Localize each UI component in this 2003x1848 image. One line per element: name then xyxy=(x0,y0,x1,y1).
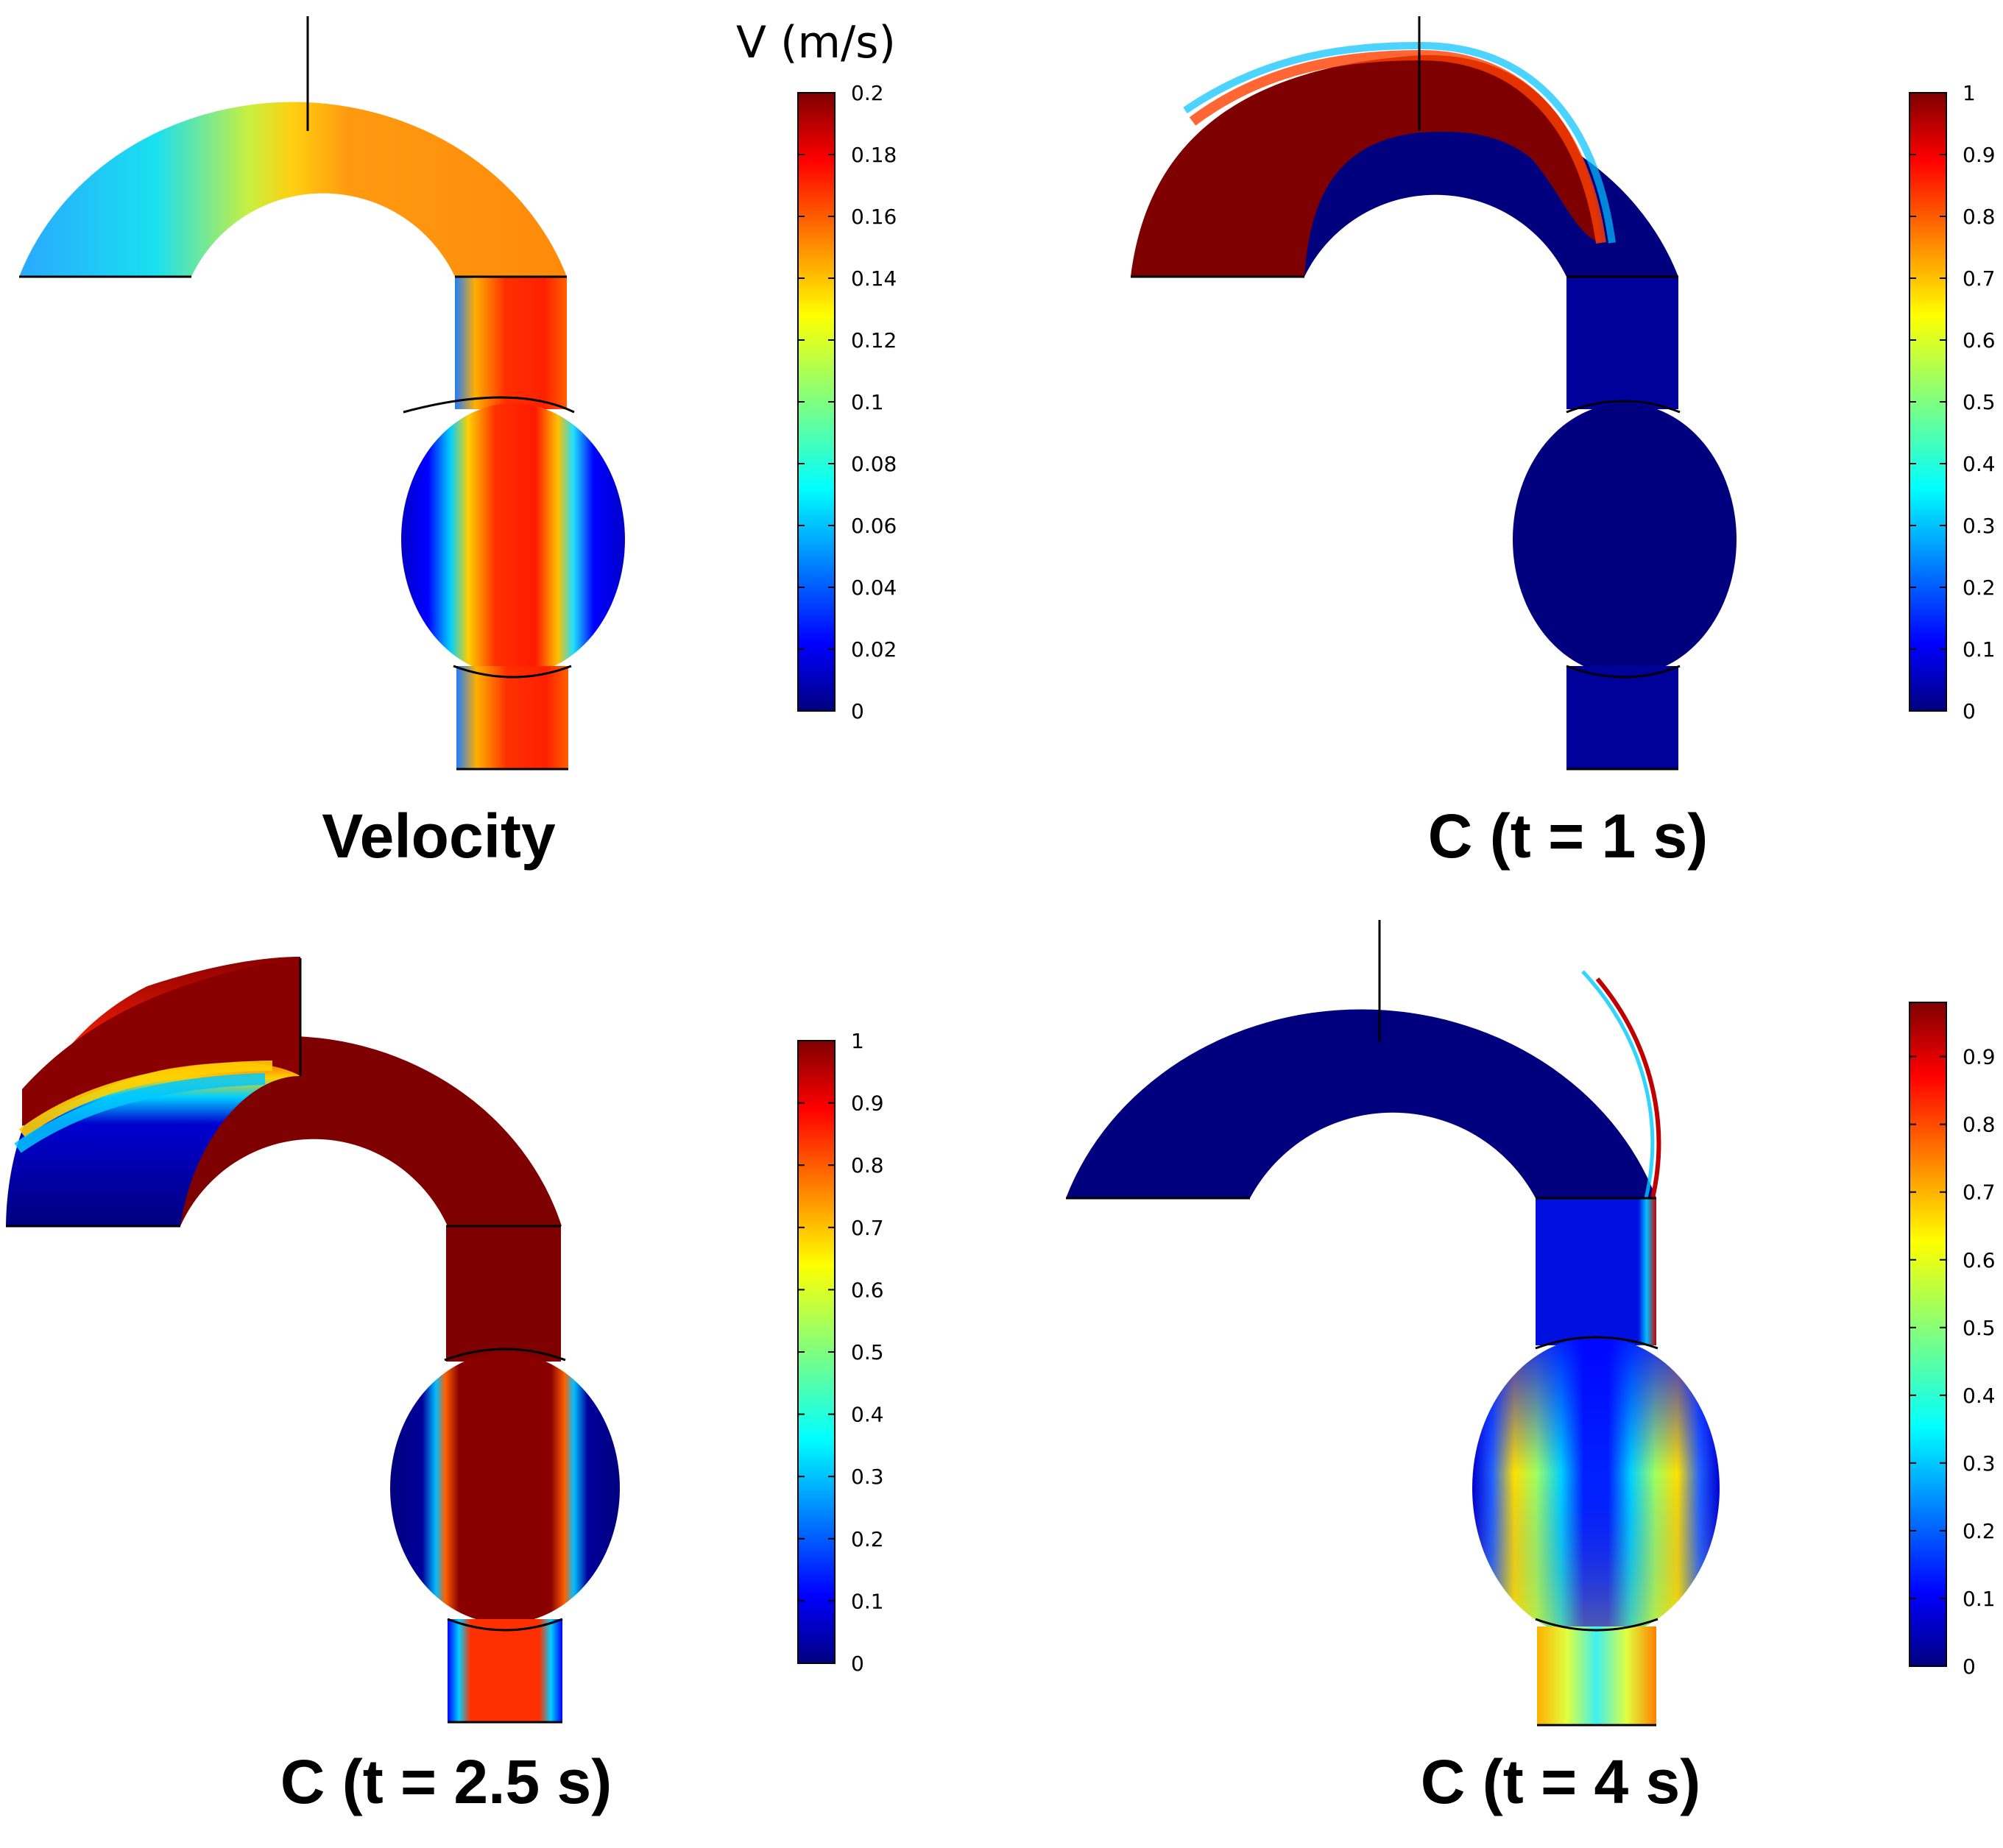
colorbar-tick-label-c1: 0.3 xyxy=(1963,514,1996,538)
colorbar-tick-label-c4: 0.1 xyxy=(1963,1587,1996,1611)
colorbar-tick-label-c25: 0.3 xyxy=(851,1465,884,1489)
colorbar-tick-label-c4: 0.3 xyxy=(1963,1451,1996,1476)
colorbar-tick-label-c1: 0.4 xyxy=(1963,452,1996,476)
colorbar-tick-label-c1: 0 xyxy=(1963,699,1976,723)
colorbar-tick-label-c4: 0.4 xyxy=(1963,1384,1996,1408)
colorbar-tick-label-c25: 0.1 xyxy=(851,1589,884,1613)
colorbar-tick-label-velocity: 0.1 xyxy=(851,390,884,414)
c25-neck xyxy=(448,1619,562,1722)
colorbar-c25: 1 0.9 0.8 0.7 0.6 0.5 0.4 0.3 0.2 0.1 0 xyxy=(797,1029,884,1676)
colorbar-tick-label-c25: 0.9 xyxy=(851,1091,884,1116)
caption-c4: C (t = 4 s) xyxy=(1421,1747,1700,1816)
colorbar-tick-label-velocity: 0.14 xyxy=(851,266,897,291)
colorbar-tick-label-velocity: 0.18 xyxy=(851,143,897,167)
colorbar-tick-label-c25: 0 xyxy=(851,1651,864,1676)
c1-tube xyxy=(1566,277,1678,409)
colorbar-tick-label-c1: 0.2 xyxy=(1963,576,1996,600)
c1-neck xyxy=(1566,666,1678,769)
panel-c25 xyxy=(6,957,620,1724)
colorbar-tick-label-c25: 0.6 xyxy=(851,1278,884,1302)
colorbar-tick-label-c1: 0.5 xyxy=(1963,390,1996,414)
panel-velocity xyxy=(19,16,625,771)
colorbar-tick-label-velocity: 0.04 xyxy=(851,576,897,600)
velocity-arch xyxy=(19,102,567,277)
colorbar-tick-label-velocity: 0.2 xyxy=(851,81,884,105)
colorbar-tick-label-c1: 1 xyxy=(1963,81,1976,105)
caption-velocity: Velocity xyxy=(322,801,556,871)
colorbar-tick-label-c4: 0.2 xyxy=(1963,1519,1996,1543)
c4-bulge-shade xyxy=(1472,1337,1720,1639)
colorbar-tick-label-velocity: 0.12 xyxy=(851,328,897,353)
colorbar-tick-label-c1: 0.6 xyxy=(1963,328,1996,353)
colorbar-bar-c4 xyxy=(1909,1002,1947,1667)
colorbar-tick-label-velocity: 0.02 xyxy=(851,637,897,662)
colorbar-tick-label-velocity: 0.06 xyxy=(851,514,897,538)
colorbar-tick-label-c1: 0.8 xyxy=(1963,205,1996,229)
colorbar-tick-label-c1: 0.9 xyxy=(1963,143,1996,167)
colorbar-c1: 1 0.9 0.8 0.7 0.6 0.5 0.4 0.3 0.2 0.1 0 xyxy=(1909,81,1996,723)
velocity-tube xyxy=(455,277,567,409)
c4-tube xyxy=(1536,1198,1656,1345)
c25-tube xyxy=(446,1226,561,1362)
c1-bulge xyxy=(1513,403,1737,676)
panel-c4 xyxy=(1066,920,1720,1727)
c1-arch-red xyxy=(1131,54,1601,277)
panel-c1 xyxy=(1131,16,1737,771)
colorbar-tick-label-c4: 0.9 xyxy=(1963,1045,1996,1069)
colorbar-tick-label-c4: 0 xyxy=(1963,1654,1976,1679)
velocity-neck xyxy=(456,666,568,769)
colorbar-tick-label-velocity: 0.08 xyxy=(851,452,897,476)
colorbar-tick-label-c4: 0.5 xyxy=(1963,1316,1996,1340)
colorbar-tick-label-c25: 0.4 xyxy=(851,1403,884,1427)
colorbar-tick-label-c25: 0.5 xyxy=(851,1340,884,1364)
colorbar-tick-label-c25: 0.2 xyxy=(851,1527,884,1551)
colorbar-tick-label-c4: 0.8 xyxy=(1963,1113,1996,1137)
colorbar-c4: 0.9 0.8 0.7 0.6 0.5 0.4 0.3 0.2 0.1 0 xyxy=(1909,1002,1996,1679)
caption-c1: C (t = 1 s) xyxy=(1428,801,1708,871)
colorbar-tick-label-c25: 1 xyxy=(851,1029,864,1053)
colorbar-tick-label-velocity: 0.16 xyxy=(851,205,897,229)
colorbar-tick-label-c4: 0.6 xyxy=(1963,1248,1996,1272)
c4-neck xyxy=(1537,1626,1656,1725)
colorbar-tick-label-c4: 0.7 xyxy=(1963,1180,1996,1205)
c4-arch xyxy=(1066,1009,1656,1198)
colorbar-tick-label-velocity: 0 xyxy=(851,699,864,723)
c25-bulge xyxy=(390,1353,620,1624)
colorbar-title-velocity: V (m/s) xyxy=(736,17,896,68)
colorbar-velocity: V (m/s) 0.2 0.18 0.16 0.14 0.12 0.1 0.08 0.06 0.… xyxy=(736,17,897,723)
velocity-bulge xyxy=(401,403,625,676)
colorbar-tick-label-c1: 0.1 xyxy=(1963,637,1996,662)
caption-c25: C (t = 2.5 s) xyxy=(280,1747,612,1816)
colorbar-tick-label-c25: 0.8 xyxy=(851,1153,884,1178)
colorbar-tick-label-c1: 0.7 xyxy=(1963,266,1996,291)
colorbar-tick-label-c25: 0.7 xyxy=(851,1216,884,1240)
